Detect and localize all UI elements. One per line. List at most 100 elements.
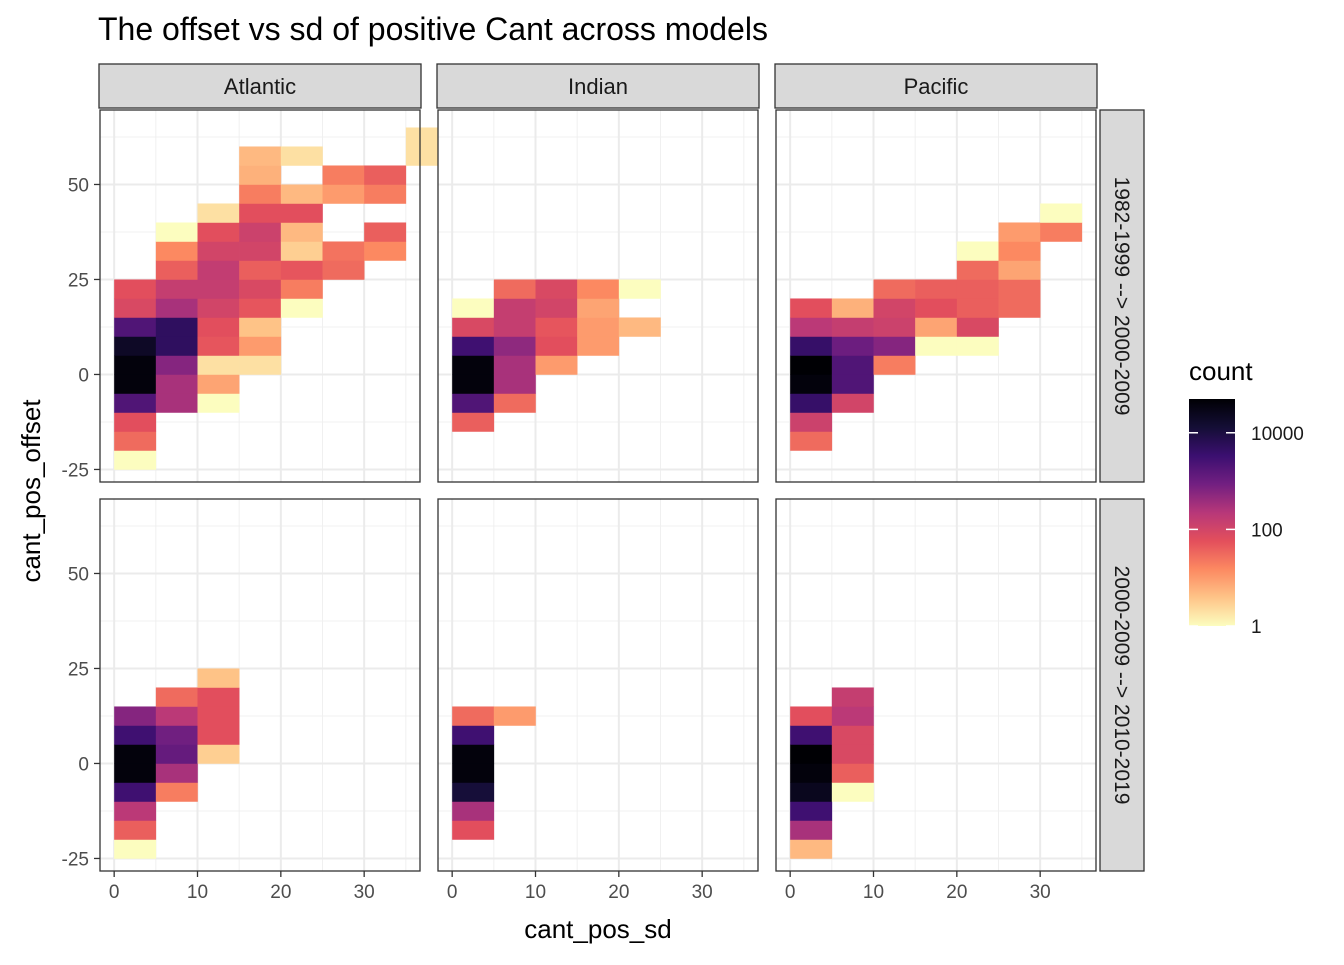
heat-cell xyxy=(114,725,157,745)
heat-cell xyxy=(114,820,157,840)
heat-cell xyxy=(114,450,157,470)
heat-cell xyxy=(998,260,1041,280)
panel-indian-row-2 xyxy=(437,498,759,872)
heat-cell xyxy=(452,763,495,783)
heat-cell xyxy=(280,241,323,261)
heat-cell xyxy=(239,184,282,204)
heat-cell xyxy=(790,431,833,451)
heat-cell xyxy=(239,317,282,337)
heat-cell xyxy=(915,336,958,356)
heat-cell xyxy=(197,355,240,375)
facet-strip-indian: Indian xyxy=(436,63,760,109)
heat-cell xyxy=(956,241,999,261)
heat-cell xyxy=(577,279,620,299)
heat-cell xyxy=(155,706,198,726)
heat-cell xyxy=(155,374,198,394)
heat-cell xyxy=(155,241,198,261)
heat-cell xyxy=(577,298,620,318)
legend-tick-label: 1 xyxy=(1251,617,1262,638)
heat-cell xyxy=(364,165,407,185)
heat-cell xyxy=(452,782,495,802)
heat-cell xyxy=(998,279,1041,299)
heat-cell xyxy=(915,317,958,337)
heat-cell xyxy=(322,241,365,261)
heat-cell xyxy=(998,241,1041,261)
facet-strip-row-2: 2000-2009 --> 2010-2019 xyxy=(1099,498,1145,872)
heat-cell xyxy=(197,298,240,318)
heat-cell xyxy=(493,279,536,299)
heat-cell xyxy=(790,820,833,840)
heat-cell xyxy=(790,336,833,356)
chart-title: The offset vs sd of positive Cant across… xyxy=(98,11,768,47)
x-tick-label: 30 xyxy=(692,882,713,903)
y-axis-label: cant_pos_offset xyxy=(16,399,46,583)
heat-cell xyxy=(831,336,874,356)
heat-cell xyxy=(239,260,282,280)
heat-cell xyxy=(452,744,495,764)
heat-cell xyxy=(873,355,916,375)
heat-cell xyxy=(155,336,198,356)
x-tick-label: 20 xyxy=(946,882,967,903)
panel-pacific-row-1 xyxy=(775,109,1097,483)
heat-cell xyxy=(280,298,323,318)
heat-cell xyxy=(915,298,958,318)
heat-cell xyxy=(280,222,323,242)
heat-cell xyxy=(197,336,240,356)
legend-tick-label: 100 xyxy=(1251,520,1283,541)
heat-cell xyxy=(831,298,874,318)
heat-cell xyxy=(114,355,157,375)
heat-cell xyxy=(239,203,282,223)
heat-cell xyxy=(998,222,1041,242)
heat-cell xyxy=(831,374,874,394)
x-tick-label: 10 xyxy=(187,882,208,903)
heat-cell xyxy=(197,222,240,242)
heat-cell xyxy=(239,279,282,299)
x-tick-label: 30 xyxy=(1030,882,1051,903)
heat-cell xyxy=(618,279,661,299)
heat-cell xyxy=(535,279,578,299)
heat-cell xyxy=(364,222,407,242)
heat-cell xyxy=(956,298,999,318)
heat-cell xyxy=(197,260,240,280)
heat-cell xyxy=(405,127,448,147)
heat-cell xyxy=(155,222,198,242)
heat-cell xyxy=(239,222,282,242)
facet-strip-row-1: 1982-1999 --> 2000-2009 xyxy=(1099,109,1145,483)
heat-cell xyxy=(873,279,916,299)
y-tick-label: 25 xyxy=(68,270,89,291)
heat-cell xyxy=(114,317,157,337)
heat-cell xyxy=(239,165,282,185)
heat-cell xyxy=(956,317,999,337)
heat-cell xyxy=(452,801,495,821)
facet-label-atlantic: Atlantic xyxy=(224,74,296,99)
x-axis-label: cant_pos_sd xyxy=(524,914,671,944)
heat-cell xyxy=(197,241,240,261)
heat-cell xyxy=(239,241,282,261)
heat-cell xyxy=(197,744,240,764)
heat-cell xyxy=(790,317,833,337)
heat-cell xyxy=(280,203,323,223)
panel-indian-row-1 xyxy=(437,109,759,483)
heat-cell xyxy=(364,241,407,261)
heat-cell xyxy=(452,412,495,432)
heat-cell xyxy=(155,393,198,413)
heat-cell xyxy=(155,763,198,783)
heat-cell xyxy=(790,393,833,413)
heat-cell xyxy=(114,298,157,318)
heat-cell xyxy=(155,355,198,375)
heat-cell xyxy=(452,820,495,840)
heat-cell xyxy=(155,687,198,707)
heat-cell xyxy=(831,782,874,802)
y-tick-label: 0 xyxy=(78,365,89,386)
heat-cell xyxy=(197,393,240,413)
heat-cell xyxy=(452,355,495,375)
heat-cell xyxy=(155,744,198,764)
x-tick-label: 0 xyxy=(109,882,120,903)
heat-cell xyxy=(155,279,198,299)
heat-cell xyxy=(280,260,323,280)
x-tick-label: 30 xyxy=(354,882,375,903)
heat-cell xyxy=(493,393,536,413)
heat-cell xyxy=(322,184,365,204)
heat-cell xyxy=(197,203,240,223)
